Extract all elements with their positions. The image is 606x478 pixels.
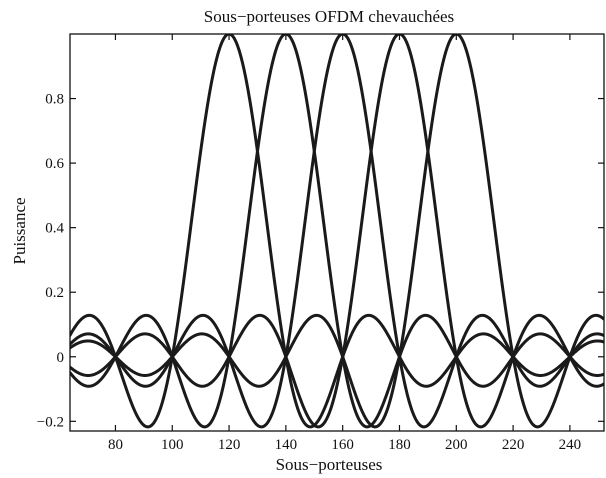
x-tick-label: 100 <box>161 437 184 453</box>
y-tick-label: 0.8 <box>45 92 64 108</box>
x-tick-label: 240 <box>559 437 582 453</box>
x-tick-label: 180 <box>388 437 411 453</box>
y-tick-label: 0.2 <box>45 285 64 301</box>
subcarrier-curve-5 <box>70 34 604 429</box>
x-tick-label: 160 <box>331 437 354 453</box>
y-tick-label: −0.2 <box>37 414 64 430</box>
y-axis-ticks: −0.2 0 0.2 0.4 0.6 0.8 <box>37 92 604 430</box>
x-tick-label: 220 <box>502 437 525 453</box>
x-tick-label: 140 <box>275 437 298 453</box>
y-tick-label: 0 <box>57 350 65 366</box>
plot-curves <box>70 34 604 429</box>
x-axis-ticks: 80 100 120 140 160 180 200 220 240 <box>108 34 581 453</box>
plot-frame <box>69 33 605 432</box>
x-tick-label: 120 <box>218 437 241 453</box>
subcarrier-curve-4 <box>70 34 604 429</box>
y-tick-label: 0.4 <box>45 221 64 237</box>
y-axis-label: Puissance <box>10 197 29 264</box>
subcarrier-curve-1 <box>70 34 604 429</box>
chart-title: Sous−porteuses OFDM chevauchées <box>204 7 454 26</box>
x-tick-label: 200 <box>445 437 468 453</box>
x-tick-label: 80 <box>108 437 123 453</box>
x-axis-label: Sous−porteuses <box>276 455 383 474</box>
y-tick-label: 0.6 <box>45 156 64 172</box>
